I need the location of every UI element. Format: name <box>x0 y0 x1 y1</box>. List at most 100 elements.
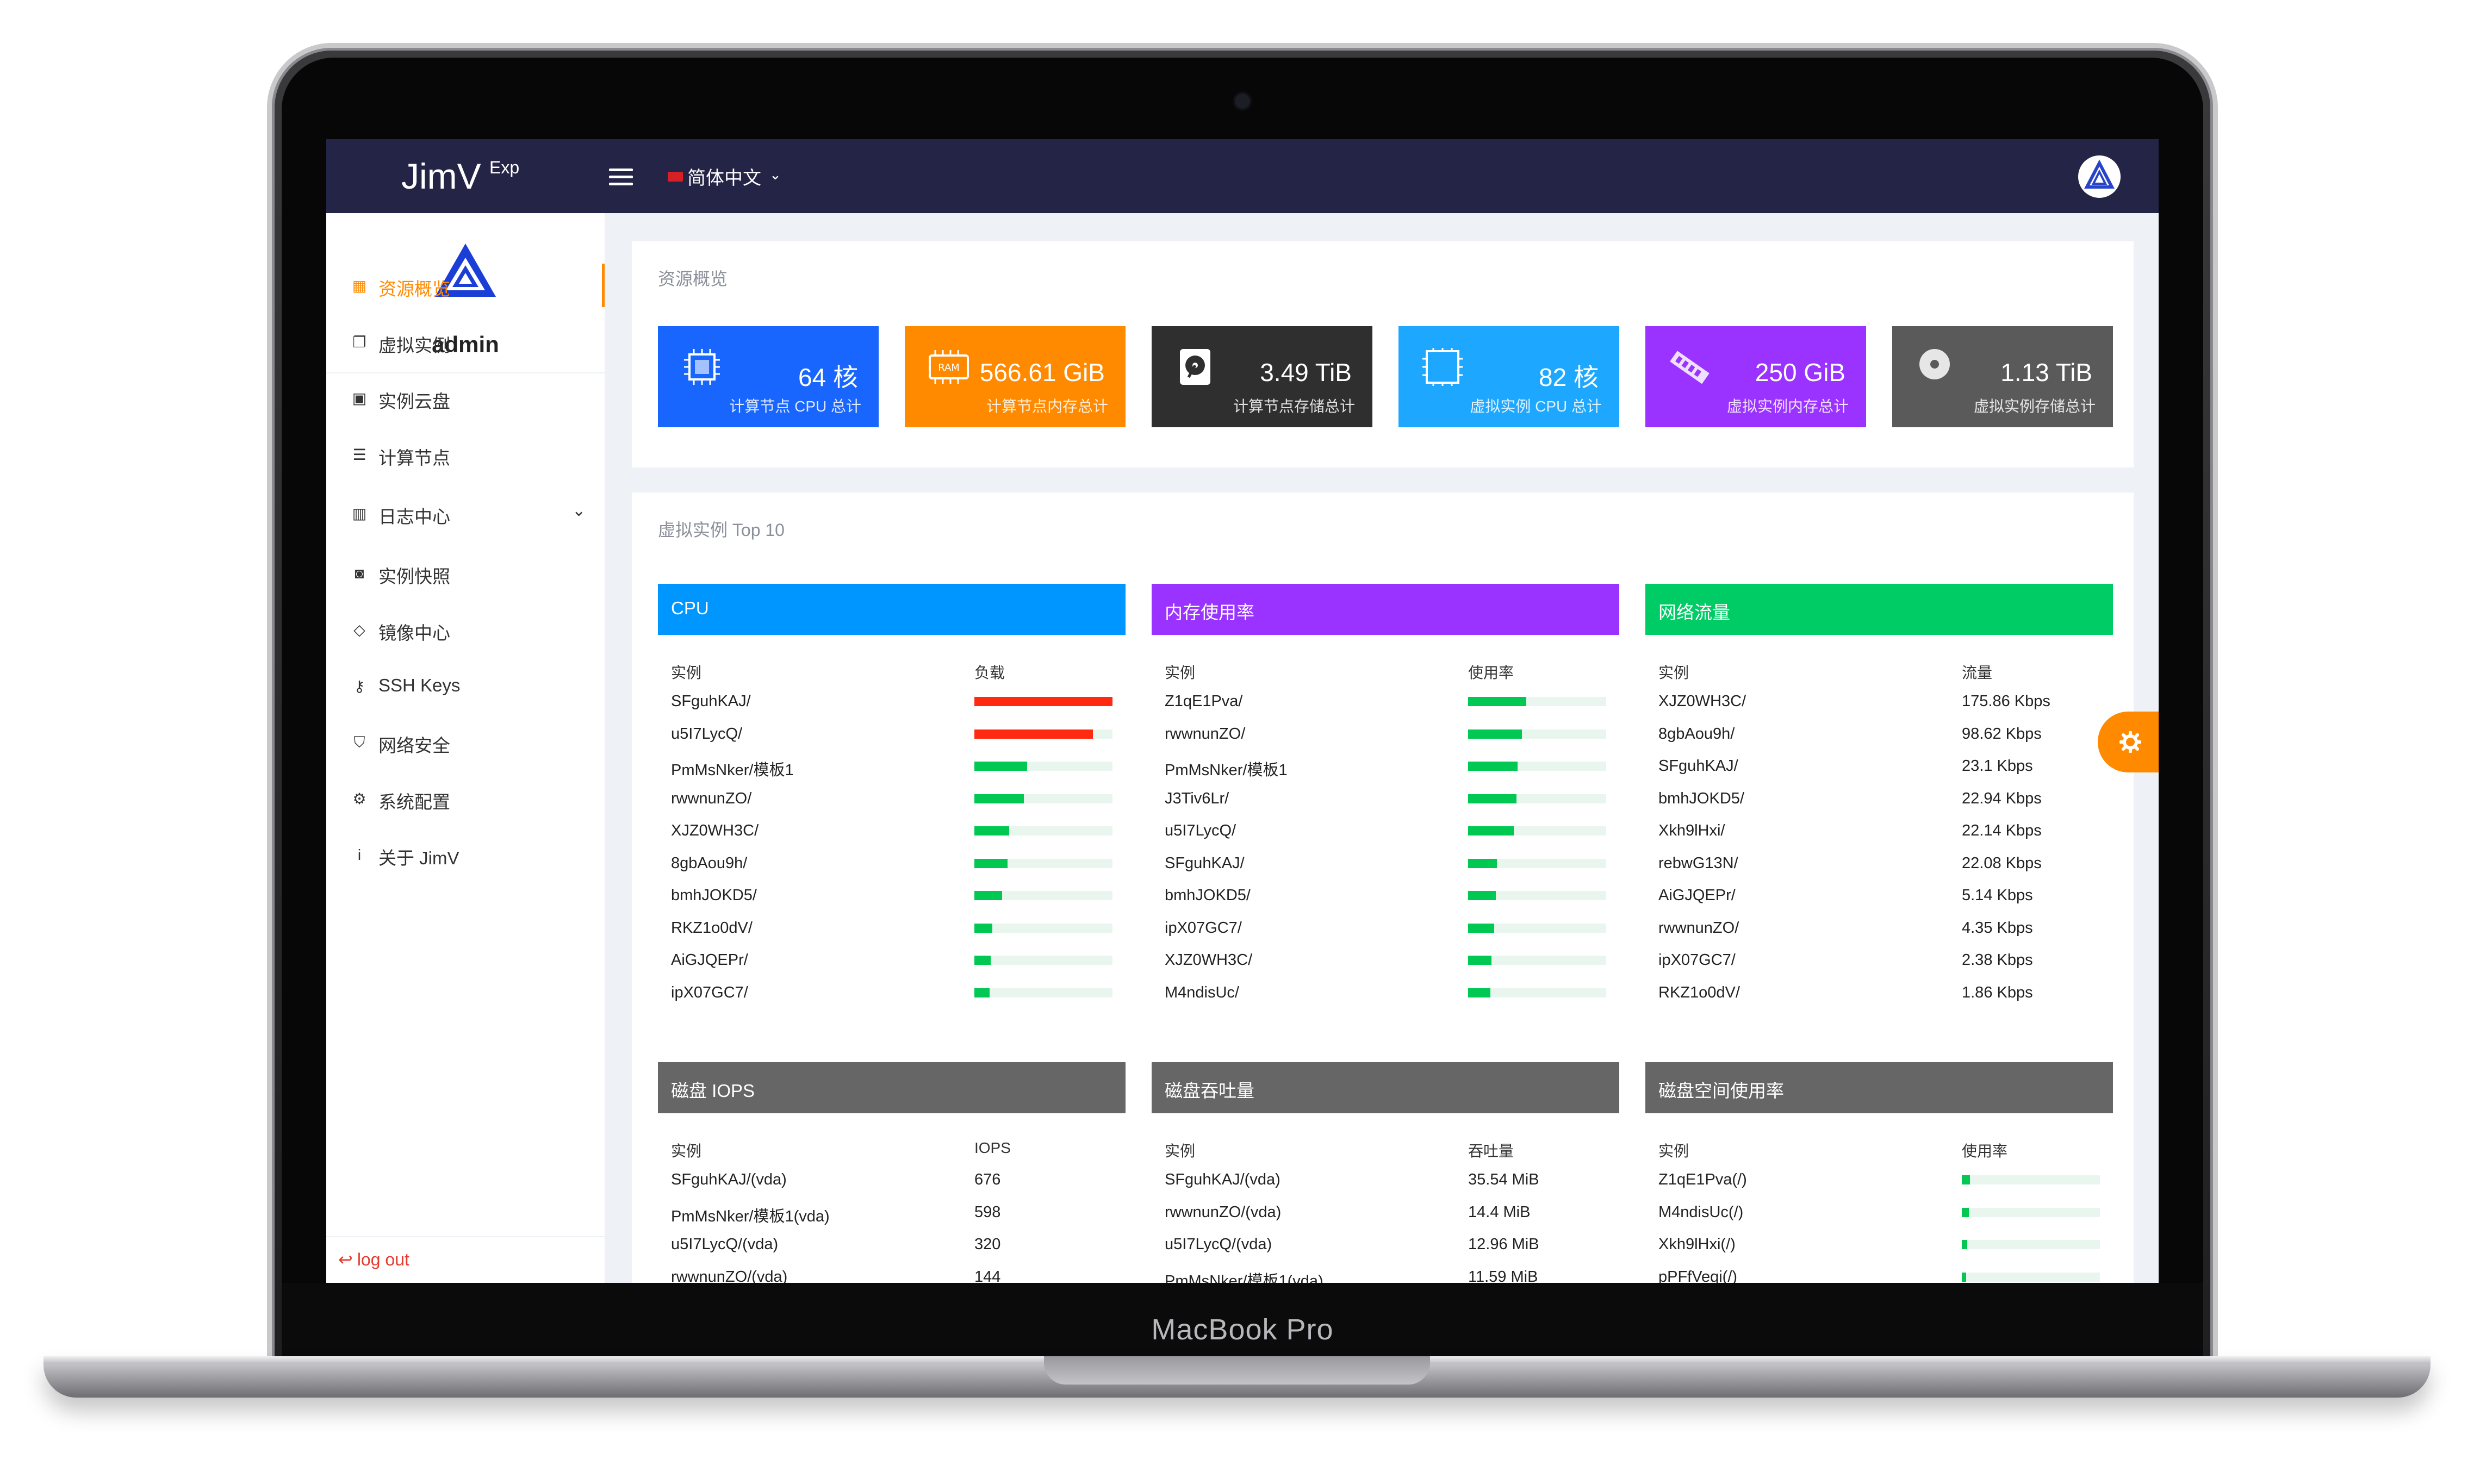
usage-bar-fill <box>1468 826 1514 835</box>
stat-value: 3.49 TiB <box>1260 358 1352 386</box>
instance-name[interactable]: SFguhKAJ/(vda) <box>671 1171 787 1188</box>
instance-name[interactable]: RKZ1o0dV/ <box>1658 983 1740 1001</box>
instance-name[interactable]: ipX07GC7/ <box>1658 951 1736 969</box>
sidebar-item-5[interactable]: ◙ 实例快照 <box>326 551 605 595</box>
sidebar-item-6[interactable]: ◇ 镜像中心 <box>326 608 605 651</box>
instance-name[interactable]: AiGJQEPr/ <box>1658 887 1736 904</box>
usage-bar-fill <box>974 891 1002 900</box>
instance-name[interactable]: bmhJOKD5/ <box>1165 887 1251 904</box>
instance-name[interactable]: 8gbAou9h/ <box>1658 725 1735 743</box>
instance-name[interactable]: Xkh9lHxi/ <box>1658 822 1725 839</box>
metric-value: 11.59 MiB <box>1468 1268 1538 1283</box>
instance-name[interactable]: rebwG13N/ <box>1658 854 1738 872</box>
china-flag-icon <box>668 172 683 182</box>
chevron-down-icon[interactable]: ⌄ <box>572 502 586 520</box>
metric-value: 144 <box>974 1268 1001 1283</box>
instance-name[interactable]: ipX07GC7/ <box>1165 919 1242 937</box>
divider <box>326 1236 605 1237</box>
sidebar-item-1[interactable]: ❐ 虚拟实例 <box>326 320 605 364</box>
instance-name[interactable]: u5I7LycQ/ <box>1165 822 1236 839</box>
stat-card[interactable]: 3.49 TiB 计算节点存储总计 <box>1152 326 1372 427</box>
harddisk-icon <box>1174 348 1218 386</box>
sidebar-item-label: 资源概览 <box>378 279 450 299</box>
column-header: 使用率 <box>1962 1143 2008 1159</box>
sidebar-item-2[interactable]: ▣ 实例云盘 <box>326 376 605 420</box>
logout-link[interactable]: ↩ log out <box>338 1249 409 1270</box>
instance-name[interactable]: 8gbAou9h/ <box>671 854 748 872</box>
instance-name[interactable]: rwwnunZO/(vda) <box>671 1268 788 1283</box>
instance-name[interactable]: rwwnunZO/(vda) <box>1165 1203 1282 1221</box>
language-selector[interactable]: 简体中文 <box>687 168 761 189</box>
sidebar-item-3[interactable]: ☰ 计算节点 <box>326 433 605 476</box>
hamburger-menu-icon[interactable] <box>609 169 633 186</box>
laptop-brand-label: MacBook Pro <box>1151 1313 1334 1346</box>
table-header: 磁盘 IOPS <box>658 1062 1126 1113</box>
table-title: 磁盘吞吐量 <box>1165 1081 1254 1101</box>
sidebar-item-8[interactable]: ⛉ 网络安全 <box>326 720 605 764</box>
metric-value: 22.14 Kbps <box>1962 822 2042 839</box>
instance-name[interactable]: ipX07GC7/ <box>671 983 748 1001</box>
stat-card[interactable]: 1.13 TiB 虚拟实例存储总计 <box>1892 326 2113 427</box>
instance-name[interactable]: bmhJOKD5/ <box>671 887 757 904</box>
instance-name[interactable]: Z1qE1Pva/ <box>1165 693 1243 710</box>
memory-stick-icon <box>1668 348 1712 386</box>
sidebar-item-label: 关于 JimV <box>378 848 459 868</box>
instance-name[interactable]: SFguhKAJ/ <box>1658 757 1738 775</box>
instance-name[interactable]: rwwnunZO/ <box>671 789 752 807</box>
instance-name[interactable]: Xkh9lHxi(/) <box>1658 1236 1736 1253</box>
camera-icon: ◙ <box>355 565 364 582</box>
book-icon: ▥ <box>352 505 367 522</box>
usage-bar <box>974 956 1112 965</box>
instance-name[interactable]: SFguhKAJ/ <box>671 693 751 710</box>
sidebar-item-4[interactable]: ▥ 日志中心 ⌄ <box>326 491 605 535</box>
instance-name[interactable]: pPFfVeqi(/) <box>1658 1268 1738 1283</box>
sidebar-item-10[interactable]: i 关于 JimV <box>326 833 605 876</box>
stat-label: 虚拟实例存储总计 <box>1973 398 2096 415</box>
instance-name[interactable]: AiGJQEPr/ <box>671 951 748 969</box>
sidebar-item-label: 网络安全 <box>378 735 450 756</box>
instance-name[interactable]: XJZ0WH3C/ <box>1658 693 1746 710</box>
instance-name[interactable]: PmMsNker/模板1 <box>1165 762 1288 779</box>
stat-card[interactable]: 82 核 虚拟实例 CPU 总计 <box>1398 326 1619 427</box>
cpu-icon <box>681 348 724 386</box>
key-icon: ⚷ <box>353 678 365 695</box>
instance-name[interactable]: bmhJOKD5/ <box>1658 789 1744 807</box>
instance-name[interactable]: rwwnunZO/ <box>1165 725 1246 743</box>
stat-card[interactable]: 64 核 计算节点 CPU 总计 <box>658 326 879 427</box>
usage-bar-fill <box>974 729 1093 739</box>
usage-bar-fill <box>1468 956 1492 965</box>
sidebar-item-label: 虚拟实例 <box>378 335 450 356</box>
instance-name[interactable]: SFguhKAJ/(vda) <box>1165 1171 1280 1188</box>
instance-name[interactable]: J3Tiv6Lr/ <box>1165 789 1229 807</box>
instance-name[interactable]: PmMsNker/模板1 <box>671 762 794 779</box>
stat-label: 虚拟实例 CPU 总计 <box>1470 398 1602 415</box>
overview-panel: 资源概览 64 核 计算节点 CPU 总计 RAM 566.61 GiB 计算节点… <box>632 241 2134 467</box>
sidebar-item-0[interactable]: ▦ 资源概览 <box>326 264 605 307</box>
instance-name[interactable]: PmMsNker/模板1(vda) <box>671 1207 830 1225</box>
app-badge: Exp <box>489 158 520 177</box>
instance-name[interactable]: u5I7LycQ/ <box>671 725 743 743</box>
usage-bar-fill <box>1962 1240 1968 1249</box>
instance-name[interactable]: Z1qE1Pva(/) <box>1658 1171 1747 1188</box>
instance-name[interactable]: SFguhKAJ/ <box>1165 854 1245 872</box>
avatar[interactable] <box>2078 155 2121 198</box>
instance-name[interactable]: RKZ1o0dV/ <box>671 919 753 937</box>
stat-card[interactable]: RAM 566.61 GiB 计算节点内存总计 <box>905 326 1126 427</box>
sidebar-item-7[interactable]: ⚷ SSH Keys <box>326 664 605 708</box>
usage-bar <box>1468 729 1606 739</box>
instance-name[interactable]: XJZ0WH3C/ <box>671 822 759 839</box>
instance-name[interactable]: XJZ0WH3C/ <box>1165 951 1253 969</box>
laptop-notch <box>1044 1356 1430 1385</box>
instance-name[interactable]: u5I7LycQ/(vda) <box>1165 1236 1272 1253</box>
instance-name[interactable]: M4ndisUc(/) <box>1658 1203 1744 1221</box>
instance-name[interactable]: M4ndisUc/ <box>1165 983 1239 1001</box>
sidebar-item-9[interactable]: ⚙ 系统配置 <box>326 777 605 820</box>
stat-card[interactable]: 250 GiB 虚拟实例内存总计 <box>1645 326 1866 427</box>
instance-name[interactable]: PmMsNker/模板1(vda) <box>1165 1272 1323 1283</box>
usage-bar-fill <box>974 794 1024 803</box>
instance-name[interactable]: rwwnunZO/ <box>1658 919 1739 937</box>
chevron-down-icon[interactable]: ⌄ <box>769 166 781 183</box>
instance-name[interactable]: u5I7LycQ/(vda) <box>671 1236 779 1253</box>
usage-bar <box>974 729 1112 739</box>
settings-gear-button[interactable] <box>2098 712 2159 772</box>
